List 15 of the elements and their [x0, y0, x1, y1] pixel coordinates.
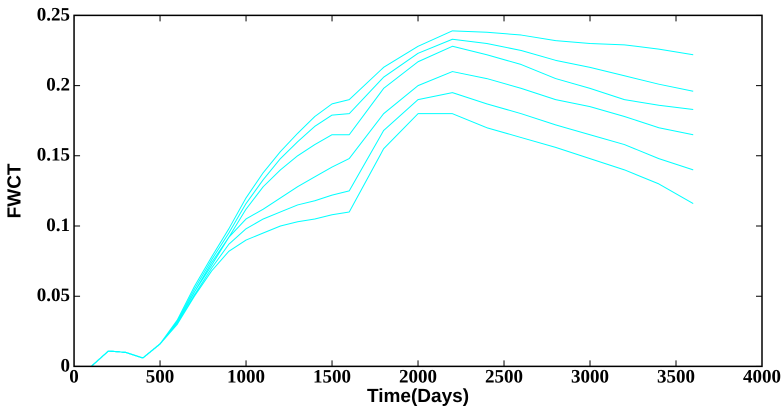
- x-tick-label: 1000: [227, 366, 266, 388]
- x-tick-label: 500: [146, 366, 174, 388]
- y-tick-label: 0.25: [36, 4, 70, 26]
- x-tick-label: 2000: [399, 366, 438, 388]
- x-axis-title: Time(Days): [366, 386, 470, 407]
- x-tick-label: 4000: [743, 366, 781, 388]
- y-tick-label: 0.15: [36, 144, 70, 166]
- x-tick-label: 3000: [571, 366, 610, 388]
- x-tick-label: 3500: [657, 366, 696, 388]
- x-tick-label: 2500: [485, 366, 524, 388]
- y-tick-label: 0.1: [46, 214, 70, 236]
- y-axis-title: FWCT: [4, 163, 26, 218]
- y-tick-label: 0.2: [46, 74, 70, 96]
- y-tick-label: 0.05: [36, 285, 70, 306]
- x-tick-label: 1500: [313, 366, 352, 388]
